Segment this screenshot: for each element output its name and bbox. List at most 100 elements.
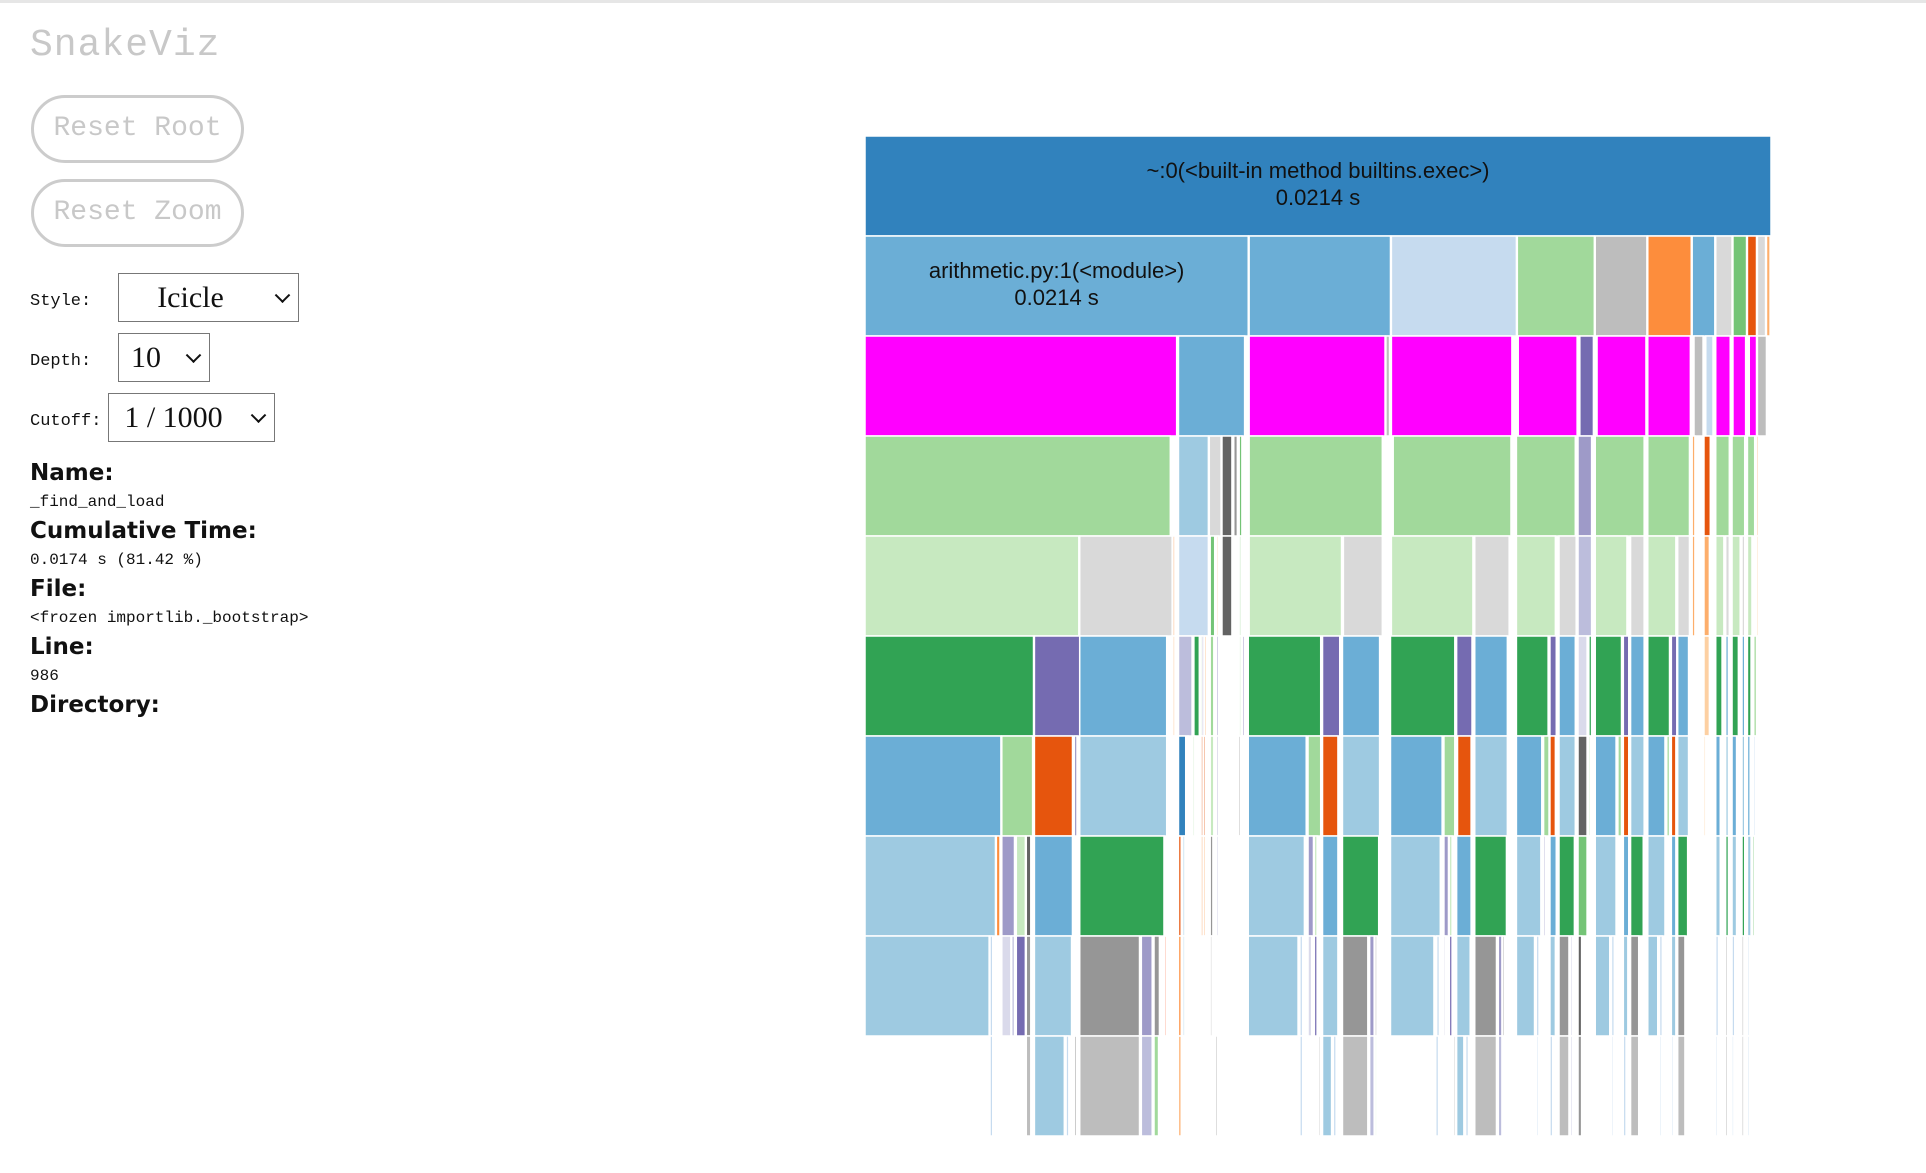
- icicle-node-depth-4[interactable]: [1594, 535, 1628, 637]
- icicle-node-depth-8[interactable]: [1535, 935, 1540, 1037]
- icicle-node-depth-6[interactable]: [1549, 735, 1557, 837]
- icicle-node-depth-6[interactable]: [1588, 735, 1592, 837]
- icicle-node-depth-3[interactable]: [1515, 435, 1577, 537]
- icicle-node-depth-7[interactable]: [1746, 835, 1752, 937]
- icicle-node-depth-9[interactable]: [1676, 1035, 1686, 1137]
- icicle-node-depth-8[interactable]: [1497, 935, 1503, 1037]
- icicle-node-depth-8[interactable]: [1746, 935, 1751, 1037]
- icicle-node-depth-3[interactable]: [1221, 435, 1233, 537]
- icicle-node-depth-4[interactable]: [1691, 535, 1696, 637]
- icicle-node-depth-8[interactable]: [1001, 935, 1012, 1037]
- icicle-node-depth-5[interactable]: [1731, 635, 1740, 737]
- icicle-node-depth-4[interactable]: [1676, 535, 1691, 637]
- icicle-node-depth-2[interactable]: [1748, 335, 1758, 437]
- icicle-node-depth-3[interactable]: [1714, 435, 1731, 537]
- icicle-node-depth-5[interactable]: [1703, 635, 1711, 737]
- icicle-node-depth-8[interactable]: [1182, 935, 1186, 1037]
- icicle-node-depth-3[interactable]: [1731, 435, 1746, 537]
- icicle-node-depth-7[interactable]: [1443, 835, 1450, 937]
- icicle-node-depth-7[interactable]: [1015, 835, 1027, 937]
- icicle-node-depth-7[interactable]: [1209, 835, 1214, 937]
- icicle-node-depth-6[interactable]: [1666, 735, 1671, 837]
- icicle-node-depth-9[interactable]: [1065, 1035, 1070, 1137]
- icicle-node-depth-7[interactable]: [1313, 835, 1318, 937]
- icicle-node-depth-6[interactable]: [1724, 735, 1730, 837]
- icicle-node-depth-5[interactable]: [1215, 635, 1220, 737]
- icicle-node-depth-7[interactable]: [1577, 835, 1588, 937]
- icicle-node-depth-8[interactable]: [1153, 935, 1161, 1037]
- icicle-node-depth-6[interactable]: [1456, 735, 1472, 837]
- icicle-node-depth-5[interactable]: [1647, 635, 1671, 737]
- icicle-node-depth-2[interactable]: [1647, 335, 1692, 437]
- icicle-node-depth-9[interactable]: [1453, 1035, 1457, 1137]
- icicle-node-depth-5[interactable]: [1473, 635, 1509, 737]
- icicle-node-depth-5[interactable]: [1201, 635, 1205, 737]
- icicle-node-depth-6[interactable]: [1307, 735, 1322, 837]
- icicle-node-depth-8[interactable]: [1025, 935, 1032, 1037]
- icicle-node-depth-4[interactable]: [1647, 535, 1677, 637]
- icicle-node-depth-8[interactable]: [1714, 935, 1720, 1037]
- icicle-node-depth-6[interactable]: [1001, 735, 1034, 837]
- icicle-node-depth-9[interactable]: [1622, 1035, 1627, 1137]
- reset-zoom-button[interactable]: Reset Zoom: [31, 179, 244, 247]
- icicle-node-depth-9[interactable]: [1341, 1035, 1369, 1137]
- icicle-node-depth-4[interactable]: [1209, 535, 1216, 637]
- icicle-node-depth-3[interactable]: [1755, 435, 1760, 537]
- reset-root-button[interactable]: Reset Root: [31, 95, 244, 163]
- icicle-node-depth-6[interactable]: [1741, 735, 1746, 837]
- icicle-node-depth-3[interactable]: [1248, 435, 1384, 537]
- icicle-node-depth-8[interactable]: [1140, 935, 1153, 1037]
- icicle-node-depth-6[interactable]: [1617, 735, 1623, 837]
- icicle-node-depth-2[interactable]: [1385, 335, 1391, 437]
- icicle-node-depth-9[interactable]: [1435, 1035, 1440, 1137]
- icicle-node-depth-5[interactable]: [1746, 635, 1752, 737]
- icicle-node-depth-9[interactable]: [1714, 1035, 1719, 1137]
- icicle-node-depth-8[interactable]: [1724, 935, 1729, 1037]
- icicle-node-depth-7[interactable]: [1078, 835, 1165, 937]
- icicle-node-depth-9[interactable]: [1318, 1035, 1322, 1137]
- icicle-node-depth-8[interactable]: [1448, 935, 1453, 1037]
- icicle-node-depth-4[interactable]: [1741, 535, 1746, 637]
- icicle-node-depth-9[interactable]: [1464, 1035, 1470, 1137]
- icicle-node-depth-8[interactable]: [1435, 935, 1441, 1037]
- icicle-node-depth-8[interactable]: [1502, 935, 1506, 1037]
- icicle-node-depth-9[interactable]: [1177, 1035, 1182, 1137]
- icicle-node-depth-5[interactable]: [1515, 635, 1549, 737]
- icicle-node-depth-6[interactable]: [1341, 735, 1381, 837]
- icicle-node-depth-1[interactable]: [1647, 235, 1693, 337]
- icicle-node-depth-5[interactable]: [1341, 635, 1381, 737]
- icicle-node-depth-6[interactable]: [1714, 735, 1722, 837]
- icicle-node-depth-6[interactable]: [1515, 735, 1543, 837]
- icicle-node-depth-1[interactable]: [1594, 235, 1648, 337]
- icicle-node-depth-2[interactable]: [1390, 335, 1513, 437]
- icicle-node-depth-8[interactable]: [1549, 935, 1557, 1037]
- icicle-node-depth-4[interactable]: [1724, 535, 1731, 637]
- icicle-node-depth-5[interactable]: [1238, 635, 1242, 737]
- icicle-node-depth-7[interactable]: [1670, 835, 1677, 937]
- icicle-node-depth-5[interactable]: [1594, 635, 1623, 737]
- icicle-node-depth-8[interactable]: [1313, 935, 1318, 1037]
- icicle-node-depth-1[interactable]: [1691, 235, 1716, 337]
- icicle-node-depth-4[interactable]: [1473, 535, 1510, 637]
- icicle-node-depth-0[interactable]: [865, 135, 1772, 237]
- icicle-node-depth-5[interactable]: [865, 635, 1035, 737]
- icicle-node-depth-8[interactable]: [1177, 935, 1182, 1037]
- icicle-node-depth-6[interactable]: [865, 735, 1002, 837]
- icicle-node-depth-9[interactable]: [1610, 1035, 1615, 1137]
- icicle-node-depth-3[interactable]: [1232, 435, 1239, 537]
- icicle-node-depth-9[interactable]: [1214, 1035, 1219, 1137]
- icicle-node-depth-5[interactable]: [1193, 635, 1201, 737]
- icicle-node-depth-8[interactable]: [1741, 935, 1745, 1037]
- icicle-node-depth-6[interactable]: [1172, 735, 1175, 837]
- icicle-node-depth-6[interactable]: [1177, 735, 1187, 837]
- icicle-node-depth-8[interactable]: [1078, 935, 1141, 1037]
- icicle-node-depth-8[interactable]: [1455, 935, 1471, 1037]
- icicle-node-depth-8[interactable]: [1610, 935, 1616, 1037]
- icicle-node-depth-8[interactable]: [865, 935, 990, 1037]
- icicle-node-depth-6[interactable]: [1186, 735, 1190, 837]
- icicle-node-depth-3[interactable]: [1238, 435, 1243, 537]
- icicle-node-depth-6[interactable]: [1389, 735, 1443, 837]
- icicle-node-depth-8[interactable]: [1443, 935, 1447, 1037]
- icicle-node-depth-9[interactable]: [1724, 1035, 1729, 1137]
- icicle-node-depth-5[interactable]: [1549, 635, 1558, 737]
